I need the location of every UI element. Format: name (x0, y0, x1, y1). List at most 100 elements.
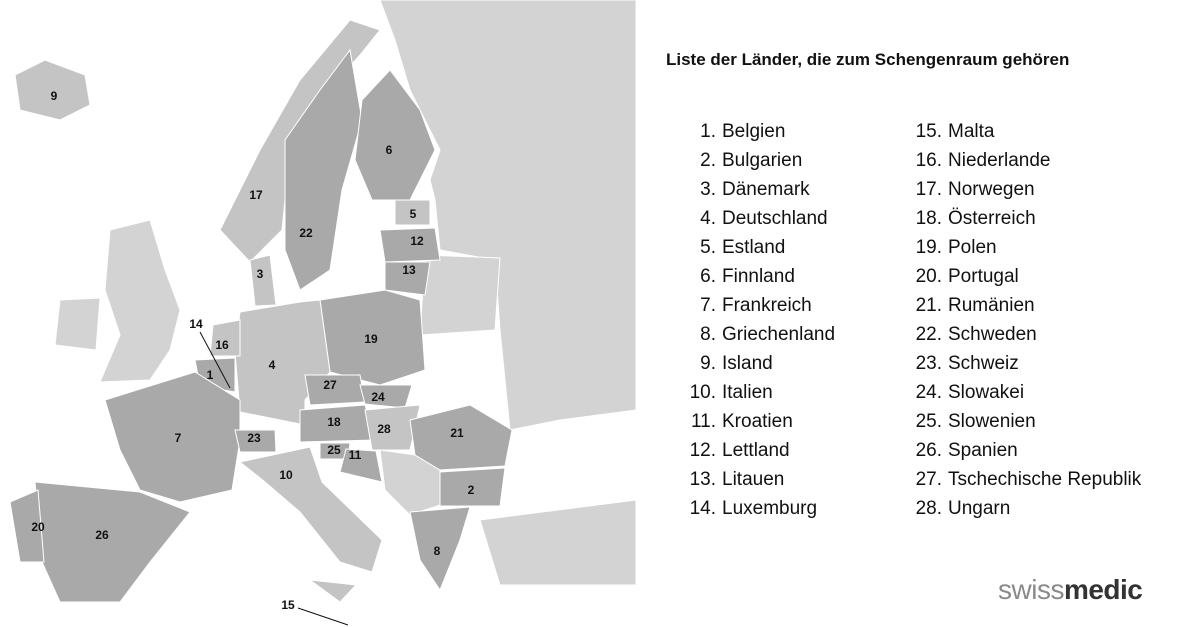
item-number: 28. (915, 498, 942, 519)
map-label: 15 (281, 598, 295, 612)
list-item: 6. Finnland (680, 266, 795, 288)
item-name: Kroatien (722, 411, 793, 432)
list-item: 24. Slowakei (908, 382, 1024, 404)
item-number: 24. (915, 382, 942, 403)
map-label: 8 (434, 544, 441, 558)
item-name: Griechenland (722, 324, 836, 345)
list-item: 25. Slowenien (908, 411, 1036, 433)
item-name: Slowenien (948, 411, 1036, 432)
list-item: 23. Schweiz (908, 353, 1019, 375)
map-label: 13 (402, 263, 416, 277)
map-label: 4 (269, 358, 276, 372)
item-name: Lettland (722, 440, 790, 461)
map-label: 3 (257, 267, 264, 281)
list-item: 1. Belgien (680, 121, 785, 143)
item-name: Slowakei (948, 382, 1025, 403)
list-item: 9. Island (680, 353, 773, 375)
item-number: 19. (915, 237, 942, 258)
list-item: 10. Italien (680, 382, 773, 404)
list-item: 4. Deutschland (680, 208, 828, 230)
list-item: 5. Estland (680, 237, 785, 259)
item-number: 21. (915, 295, 942, 316)
map-label: 9 (51, 89, 58, 103)
item-name: Rumänien (948, 295, 1035, 316)
item-name: Island (722, 353, 773, 374)
list-item: 15. Malta (908, 121, 995, 143)
item-number: 5. (700, 237, 716, 258)
item-number: 12. (689, 440, 716, 461)
list-item: 11. Kroatien (680, 411, 793, 433)
map-label: 12 (410, 234, 424, 248)
list-item: 8. Griechenland (680, 324, 835, 346)
item-name: Polen (948, 237, 997, 258)
title: Liste der Länder, die zum Schengenraum g… (666, 50, 1070, 69)
map-label: 18 (327, 415, 341, 429)
item-number: 9. (700, 353, 716, 374)
item-name: Portugal (948, 266, 1019, 287)
map-label: 26 (95, 528, 109, 542)
item-number: 18. (915, 208, 942, 229)
item-name: Tschechische Republik (948, 469, 1142, 490)
item-name: Belgien (722, 121, 786, 142)
list-item: 26. Spanien (908, 440, 1018, 462)
list-item: 20. Portugal (908, 266, 1019, 288)
list-item: 17. Norwegen (908, 179, 1035, 201)
item-number: 4. (700, 208, 716, 229)
map-label: 1 (207, 368, 214, 382)
leader-line (199, 331, 231, 389)
item-number: 16. (915, 150, 942, 171)
map-label: 20 (31, 520, 45, 534)
list-item: 28. Ungarn (908, 498, 1011, 520)
item-number: 3. (700, 179, 716, 200)
item-name: Bulgarien (722, 150, 803, 171)
leader-line (297, 607, 349, 626)
item-name: Spanien (948, 440, 1018, 461)
item-number: 25. (915, 411, 942, 432)
land (9, 0, 636, 603)
item-name: Deutschland (722, 208, 828, 229)
item-number: 1. (700, 121, 716, 142)
item-number: 23. (915, 353, 942, 374)
logo-part: medic (1063, 574, 1143, 605)
item-name: Litauen (722, 469, 785, 490)
map-label: 16 (215, 338, 229, 352)
item-name: Norwegen (948, 179, 1035, 200)
item-number: 14. (689, 498, 716, 519)
item-number: 11. (690, 411, 716, 432)
map-label: 14 (189, 317, 203, 331)
item-name: Österreich (948, 208, 1036, 229)
list-item: 27. Tschechische Republik (908, 469, 1142, 491)
item-number: 26. (915, 440, 942, 461)
list-item: 2. Bulgarien (680, 150, 802, 172)
item-name: Finnland (722, 266, 795, 287)
list-item: 21. Rumänien (908, 295, 1035, 317)
list-item: 16. Niederlande (908, 150, 1051, 172)
map-label: 2 (468, 483, 475, 497)
map-label: 24 (371, 390, 385, 404)
item-number: 27. (915, 469, 942, 490)
list-item: 13. Litauen (680, 469, 785, 491)
item-number: 22. (915, 324, 942, 345)
list-item: 3. Dänemark (680, 179, 810, 201)
map-label: 19 (364, 332, 378, 346)
item-name: Schweden (948, 324, 1037, 345)
item-number: 13. (689, 469, 716, 490)
map-label: 28 (377, 422, 391, 436)
logo: swissmedic (998, 574, 1143, 606)
item-number: 15. (915, 121, 942, 142)
map-label: 17 (249, 188, 263, 202)
item-number: 6. (700, 266, 716, 287)
item-name: Niederlande (948, 150, 1051, 171)
list-item: 22. Schweden (908, 324, 1037, 346)
item-number: 20. (915, 266, 942, 287)
map-label: 27 (323, 378, 337, 392)
item-number: 10. (689, 382, 716, 403)
map-label: 22 (299, 226, 313, 240)
map-label: 11 (349, 448, 362, 462)
item-number: 17. (915, 179, 942, 200)
item-number: 8. (700, 324, 716, 345)
item-name: Italien (722, 382, 773, 403)
list-item: 18. Österreich (908, 208, 1036, 230)
list-item: 7. Frankreich (680, 295, 812, 317)
